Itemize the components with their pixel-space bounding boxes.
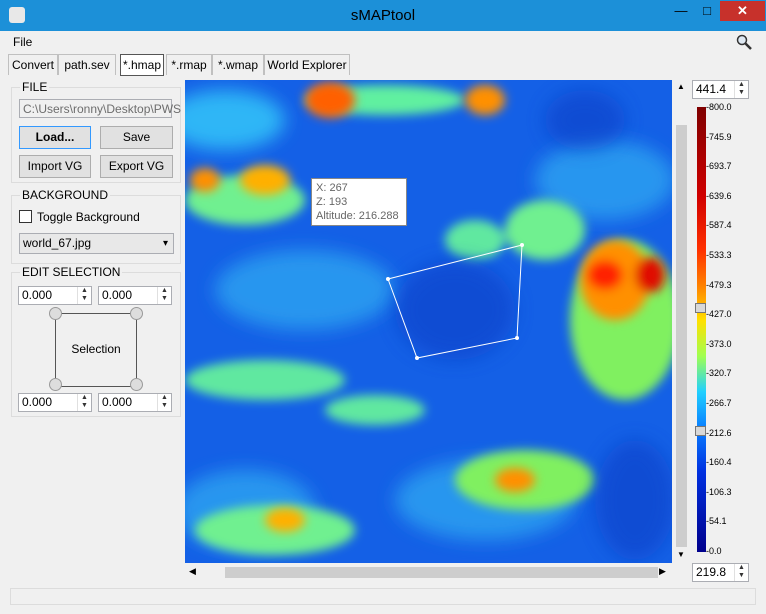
polygon-vertex[interactable] <box>386 277 390 281</box>
save-button[interactable]: Save <box>100 126 173 149</box>
toggle-background-label: Toggle Background <box>37 210 140 224</box>
color-scale-tick: -320.7 <box>706 368 732 379</box>
polygon-vertex[interactable] <box>515 336 519 340</box>
color-scale-bar <box>697 107 706 552</box>
import-vg-button[interactable]: Import VG <box>19 155 91 178</box>
background-image-select[interactable]: world_67.jpg ▾ <box>19 233 174 254</box>
file-path-field[interactable]: C:\Users\ronny\Desktop\PWS <box>19 99 181 118</box>
tab-wmap[interactable]: *.wmap <box>212 54 264 75</box>
corner-handle-top-right[interactable] <box>130 307 143 320</box>
max-value: 441.4 <box>696 82 727 96</box>
selection-preview[interactable]: Selection <box>55 313 137 387</box>
color-scale-tick: -54.1 <box>706 516 727 527</box>
top-right-value: 0.000 <box>102 288 133 302</box>
tab-convert[interactable]: Convert <box>8 54 58 75</box>
vertical-scroll-thumb[interactable] <box>676 125 687 547</box>
top-left-value: 0.000 <box>22 288 53 302</box>
corner-handle-bottom-right[interactable] <box>130 378 143 391</box>
maximize-button[interactable]: □ <box>703 3 711 18</box>
tab-rmap[interactable]: *.rmap <box>166 54 212 75</box>
corner-handle-bottom-left[interactable] <box>49 378 62 391</box>
horizontal-scrollbar[interactable]: ◀ ▶ <box>185 565 672 580</box>
bottom-left-spinner[interactable]: 0.000 ▲ ▼ <box>18 393 92 412</box>
file-group-title: FILE <box>20 80 50 94</box>
color-scale-tick: -373.0 <box>706 338 732 349</box>
color-scale-tick: -639.6 <box>706 190 732 201</box>
menu-bar: File <box>0 31 766 53</box>
color-scale-tick: -800.0 <box>706 102 732 112</box>
minimize-button[interactable]: — <box>674 3 688 18</box>
bottom-right-value: 0.000 <box>102 395 133 409</box>
color-scale-tick: -745.9 <box>706 131 732 142</box>
coordinate-tooltip: X: 267 Z: 193 Altitude: 216.288 <box>311 178 407 226</box>
min-value-spinner[interactable]: 219.8 ▲ ▼ <box>692 563 749 582</box>
horizontal-scroll-thumb[interactable] <box>225 567 658 578</box>
spinner-arrows-icon[interactable]: ▲ ▼ <box>157 287 171 304</box>
min-value: 219.8 <box>696 565 727 579</box>
spinner-arrows-icon[interactable]: ▲ ▼ <box>157 394 171 411</box>
edit-selection-title: EDIT SELECTION <box>20 265 123 279</box>
chevron-down-icon: ▾ <box>162 238 168 249</box>
tab-path-sev[interactable]: path.sev <box>58 54 116 75</box>
color-scale-tick: -693.7 <box>706 161 732 172</box>
scroll-left-icon[interactable]: ◀ <box>189 566 196 576</box>
menu-file[interactable]: File <box>13 35 33 49</box>
background-group-title: BACKGROUND <box>20 188 111 202</box>
top-right-spinner[interactable]: 0.000 ▲ ▼ <box>98 286 172 305</box>
left-panel: FILE C:\Users\ronny\Desktop\PWS Load... … <box>0 78 183 584</box>
file-group: FILE C:\Users\ronny\Desktop\PWS Load... … <box>11 80 181 183</box>
scroll-up-icon[interactable]: ▲ <box>677 82 685 91</box>
color-scale-tick: -587.4 <box>706 220 732 231</box>
color-scale-tick: -0.0 <box>706 546 722 556</box>
heightmap-image <box>185 80 672 563</box>
close-button[interactable]: ✕ <box>720 1 765 21</box>
bottom-left-value: 0.000 <box>22 395 53 409</box>
tab-world-explorer[interactable]: World Explorer <box>264 54 350 75</box>
polygon-vertex[interactable] <box>520 243 524 247</box>
spinner-arrows-icon[interactable]: ▲ ▼ <box>734 564 748 581</box>
selection-label: Selection <box>71 342 121 356</box>
title-bar: sMAPtool — □ ✕ <box>0 0 766 31</box>
search-icon[interactable] <box>736 34 752 50</box>
tab-hmap[interactable]: *.hmap <box>120 54 164 76</box>
upper-range-handle[interactable] <box>695 303 706 313</box>
window-title: sMAPtool <box>350 7 416 24</box>
vertical-scrollbar[interactable]: ▲ ▼ <box>674 80 689 563</box>
polygon-vertex[interactable] <box>415 356 419 360</box>
spinner-arrows-icon[interactable]: ▲ ▼ <box>734 81 748 98</box>
top-left-spinner[interactable]: 0.000 ▲ ▼ <box>18 286 92 305</box>
color-scale-tick: -266.7 <box>706 398 732 408</box>
corner-handle-top-left[interactable] <box>49 307 62 320</box>
color-scale-tick: -212.6 <box>706 427 732 438</box>
heightmap-canvas[interactable]: X: 267 Z: 193 Altitude: 216.288 <box>185 80 672 563</box>
tooltip-x: X: 267 <box>316 182 348 194</box>
toggle-background-checkbox[interactable] <box>19 210 32 223</box>
tooltip-altitude: Altitude: 216.288 <box>316 210 399 222</box>
spinner-arrows-icon[interactable]: ▲ ▼ <box>77 287 91 304</box>
edit-selection-group: EDIT SELECTION 0.000 ▲ ▼ 0.000 ▲ ▼ Selecti… <box>11 265 181 417</box>
tooltip-z: Z: 193 <box>316 196 348 208</box>
max-value-spinner[interactable]: 441.4 ▲ ▼ <box>692 80 749 99</box>
scroll-down-icon[interactable]: ▼ <box>677 550 685 559</box>
background-group: BACKGROUND Toggle Background world_67.jp… <box>11 188 181 264</box>
app-icon <box>9 7 25 23</box>
bottom-right-spinner[interactable]: 0.000 ▲ ▼ <box>98 393 172 412</box>
background-image-value: world_67.jpg <box>23 236 92 250</box>
color-scale-tick: -533.3 <box>706 250 732 260</box>
color-scale-tick: -479.3 <box>706 279 732 290</box>
load-button[interactable]: Load... <box>19 126 91 149</box>
color-scale-tick: -427.0 <box>706 309 732 320</box>
export-vg-button[interactable]: Export VG <box>100 155 173 178</box>
color-scale-tick: -106.3 <box>706 486 732 497</box>
scroll-right-icon[interactable]: ▶ <box>659 566 666 576</box>
status-bar <box>10 588 756 605</box>
spinner-arrows-icon[interactable]: ▲ ▼ <box>77 394 91 411</box>
lower-range-handle[interactable] <box>695 426 706 436</box>
color-scale-tick: -160.4 <box>706 457 732 468</box>
